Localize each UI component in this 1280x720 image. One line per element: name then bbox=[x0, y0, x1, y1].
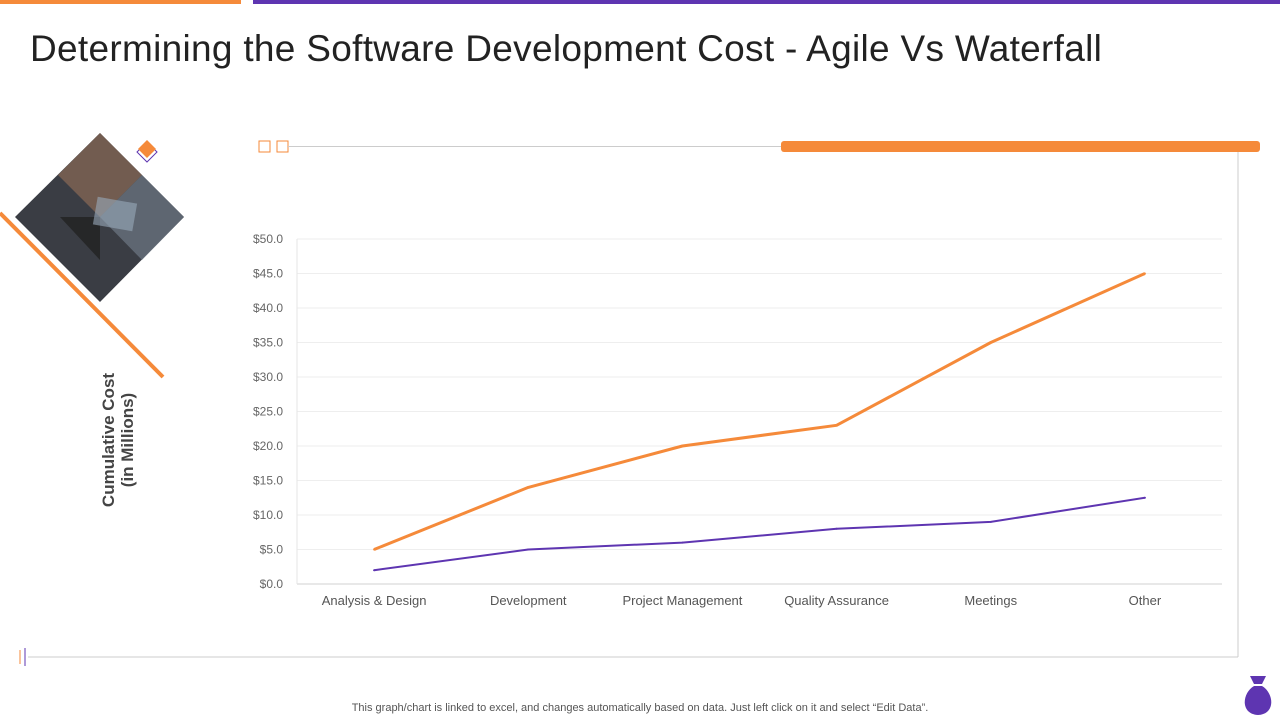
y-tick-label: $30.0 bbox=[253, 370, 283, 384]
square-outline-icon bbox=[258, 140, 271, 153]
data-point-agile bbox=[989, 520, 992, 523]
data-point-waterfall bbox=[527, 486, 530, 489]
y-tick-label: $15.0 bbox=[253, 474, 283, 488]
x-tick-label: Analysis & Design bbox=[322, 593, 427, 608]
x-tick-label: Project Management bbox=[622, 593, 742, 608]
money-bag-icon bbox=[1244, 676, 1272, 715]
x-tick-label: Meetings bbox=[964, 593, 1017, 608]
data-point-waterfall bbox=[373, 548, 376, 551]
data-point-agile bbox=[681, 541, 684, 544]
data-point-waterfall bbox=[1143, 272, 1146, 275]
y-tick-label: $20.0 bbox=[253, 439, 283, 453]
y-tick-label: $40.0 bbox=[253, 301, 283, 315]
y-tick-label: $25.0 bbox=[253, 405, 283, 419]
x-tick-label: Quality Assurance bbox=[784, 593, 889, 608]
y-tick-label: $35.0 bbox=[253, 336, 283, 350]
data-point-agile bbox=[373, 569, 376, 572]
top-bar-purple bbox=[253, 0, 1280, 4]
page-title: Determining the Software Development Cos… bbox=[30, 28, 1103, 69]
photo-diamond bbox=[15, 133, 184, 302]
footer-note: This graph/chart is linked to excel, and… bbox=[351, 702, 929, 714]
y-tick-label: $5.0 bbox=[260, 543, 284, 557]
diamond-filled-icon bbox=[138, 140, 156, 158]
decorative-diagonal-line bbox=[0, 211, 165, 379]
x-tick-label: Other bbox=[1129, 593, 1162, 608]
data-point-agile bbox=[835, 527, 838, 530]
y-tick-label: $50.0 bbox=[253, 232, 283, 246]
series-line-agile bbox=[373, 496, 1146, 572]
data-point-waterfall bbox=[835, 424, 838, 427]
y-tick-label: $45.0 bbox=[253, 267, 283, 281]
x-tick-label: Development bbox=[490, 593, 567, 608]
top-bar-orange bbox=[0, 0, 241, 4]
y-tick-label: $0.0 bbox=[260, 577, 284, 591]
data-point-waterfall bbox=[989, 341, 992, 344]
data-point-agile bbox=[527, 548, 530, 551]
series-line-waterfall bbox=[373, 272, 1146, 551]
frame-orange-bar bbox=[781, 141, 1260, 152]
y-tick-label: $10.0 bbox=[253, 508, 283, 522]
data-point-waterfall bbox=[681, 445, 684, 447]
data-point-agile bbox=[1143, 496, 1146, 499]
